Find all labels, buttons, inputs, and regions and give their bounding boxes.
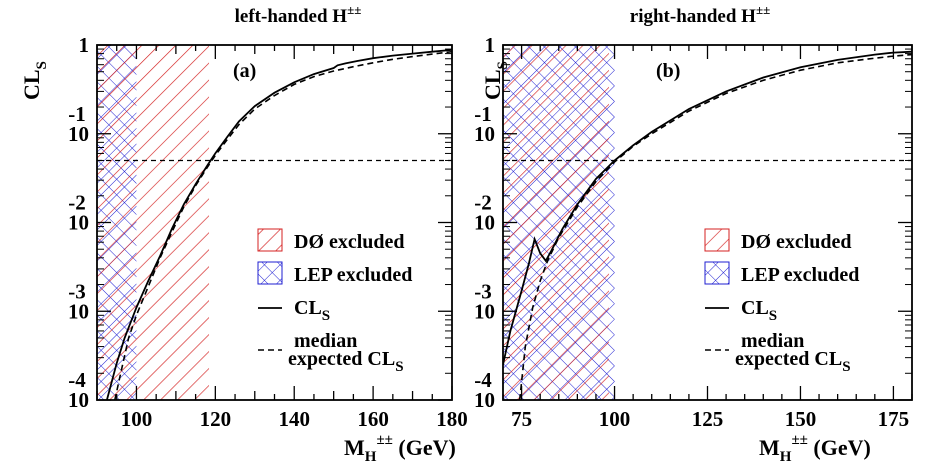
legend-swatch-lep: [704, 261, 730, 285]
y-tick-label: 10: [474, 211, 495, 235]
legend-swatch-lep: [257, 261, 283, 285]
x-tick-label: 75: [511, 407, 532, 431]
y-tick-label: 10: [68, 299, 89, 323]
legend-label-median: median: [294, 330, 357, 352]
series-cls: [503, 50, 912, 365]
x-axis-label: MH±± (GeV): [759, 432, 871, 465]
legend-label-lep: LEP excluded: [294, 264, 412, 286]
d0-excluded-region: [503, 45, 609, 400]
plot-frame: [96, 44, 453, 401]
x-tick-label: 100: [599, 407, 631, 431]
series-median-expected-cls: [518, 53, 912, 400]
series-median-expected-cls: [114, 50, 452, 400]
legend-swatch-d0: [704, 228, 730, 252]
legend-label-median-line2: expected CLS: [735, 348, 851, 375]
panel-left-handed: left-handed H±± 100 120 140 160 180 110-110-…: [19, 2, 468, 465]
panel-title: left-handed H±±: [235, 2, 362, 27]
y-tick-exponent: -4: [68, 368, 86, 392]
y-tick-label: 1: [485, 33, 496, 57]
legend-label-lep: LEP excluded: [741, 264, 859, 286]
y-tick-label: 10: [474, 122, 495, 146]
y-tick-exponent: -2: [474, 191, 492, 215]
excluded-regions: [97, 45, 210, 400]
x-tick-labels: 75 100 125 150 175: [511, 407, 909, 431]
x-tick-label: 125: [692, 407, 724, 431]
x-tick-label: 175: [878, 407, 910, 431]
y-tick-label: 10: [68, 122, 89, 146]
legend-swatch-d0: [257, 228, 283, 252]
x-tick-label: 140: [278, 407, 310, 431]
legend: DØ excluded LEP excluded CLS medianexpected…: [704, 228, 859, 375]
panel-title: right-handed H±±: [630, 2, 770, 27]
y-axis-label: CLS: [480, 61, 511, 100]
legend-label-d0: DØ excluded: [294, 231, 405, 253]
y-tick-label: 1: [79, 33, 90, 57]
y-tick-exponent: -1: [68, 102, 86, 126]
y-tick-exponent: -2: [68, 191, 86, 215]
x-tick-label: 150: [785, 407, 817, 431]
y-tick-labels: 110-110-210-310-4: [68, 33, 89, 412]
panel-label: (b): [656, 60, 680, 82]
y-tick-label: 10: [68, 388, 89, 412]
x-tick-labels: 100 120 140 160 180: [121, 407, 468, 431]
y-tick-exponent: -3: [68, 279, 86, 303]
y-tick-label: 10: [474, 388, 495, 412]
legend-label-cls: CLS: [294, 297, 330, 324]
y-axis-label: CLS: [19, 61, 50, 100]
y-tick-label: 10: [474, 299, 495, 323]
y-tick-exponent: -4: [474, 368, 492, 392]
panel-right-handed: right-handed H±± 75 100 125 150 175 110-110-…: [474, 2, 913, 465]
plot-frame: [502, 44, 913, 401]
series-cls: [106, 49, 452, 400]
legend: DØ excluded LEP excluded CLS medianexpected…: [257, 228, 412, 375]
x-axis-label: MH±± (GeV): [344, 432, 456, 465]
x-tick-label: 120: [200, 407, 232, 431]
y-tick-labels: 110-110-210-310-4: [474, 33, 495, 412]
legend-label-median: median: [741, 330, 804, 352]
x-tick-label: 180: [436, 407, 468, 431]
series-group: [106, 49, 452, 400]
y-tick-exponent: -1: [474, 102, 492, 126]
legend-label-median-line2: expected CLS: [288, 348, 404, 375]
x-tick-label: 160: [357, 407, 389, 431]
d0-excluded-region: [97, 45, 210, 400]
legend-label-cls: CLS: [741, 297, 777, 324]
panel-label: (a): [233, 60, 256, 82]
excluded-regions: [503, 45, 615, 400]
series-group: [503, 50, 912, 400]
y-tick-exponent: -3: [474, 279, 492, 303]
legend-label-d0: DØ excluded: [741, 231, 852, 253]
y-tick-label: 10: [68, 211, 89, 235]
x-tick-label: 100: [121, 407, 153, 431]
